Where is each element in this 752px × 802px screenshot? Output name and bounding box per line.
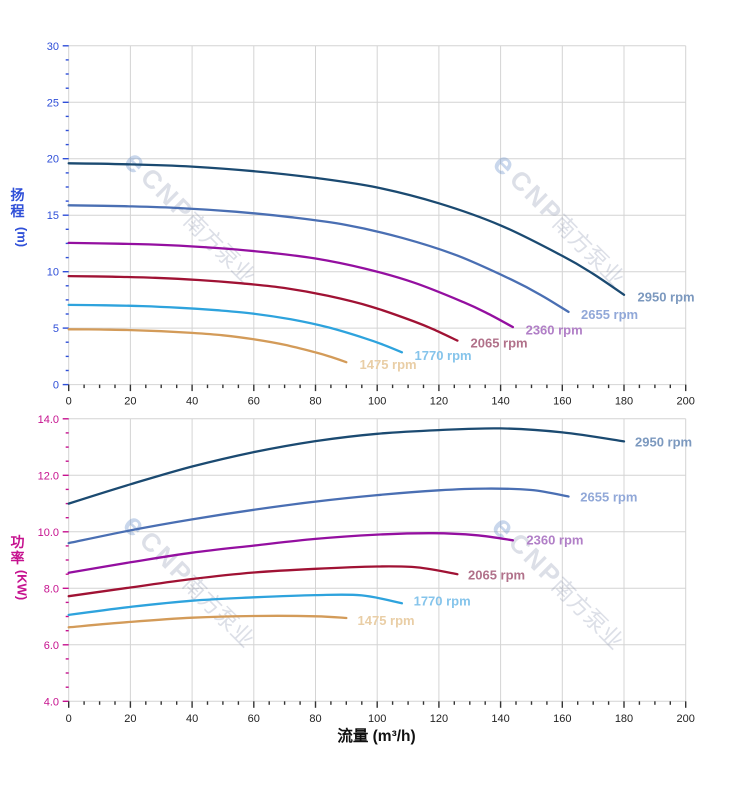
svg-text:4.0: 4.0 [44,696,59,708]
svg-text:2065 rpm: 2065 rpm [468,568,525,583]
svg-text:100: 100 [368,713,386,725]
svg-text:180: 180 [615,713,633,725]
svg-text:20: 20 [47,154,59,166]
svg-text:160: 160 [553,396,571,408]
svg-text:0: 0 [53,380,59,392]
svg-text:120: 120 [430,713,448,725]
svg-text:10: 10 [47,267,59,279]
svg-text:2360 rpm: 2360 rpm [526,533,583,548]
svg-text:20: 20 [124,396,136,408]
svg-text:25: 25 [47,97,59,109]
svg-text:40: 40 [186,396,198,408]
svg-text:2655 rpm: 2655 rpm [580,490,637,505]
svg-text:1770 rpm: 1770 rpm [414,594,471,609]
svg-text:1770 rpm: 1770 rpm [415,348,472,363]
svg-text:程: 程 [11,203,25,219]
svg-text:扬: 扬 [11,187,25,203]
svg-text:80: 80 [309,396,321,408]
svg-text:2360 rpm: 2360 rpm [526,323,583,338]
svg-text:100: 100 [368,396,386,408]
svg-text:1475 rpm: 1475 rpm [358,613,415,628]
svg-text:2655 rpm: 2655 rpm [581,307,638,322]
svg-text:15: 15 [47,210,59,222]
svg-text:6.0: 6.0 [44,640,59,652]
svg-text:5: 5 [53,323,59,335]
svg-text:200: 200 [677,396,695,408]
svg-text:60: 60 [248,713,260,725]
svg-text:(KW): (KW) [15,570,30,600]
svg-text:180: 180 [615,396,633,408]
svg-text:140: 140 [491,713,509,725]
svg-text:功: 功 [11,534,25,550]
svg-text:2950 rpm: 2950 rpm [635,435,692,450]
svg-text:流量 (m³/h): 流量 (m³/h) [337,726,415,745]
svg-text:140: 140 [491,396,509,408]
svg-text:10.0: 10.0 [38,527,59,539]
svg-text:160: 160 [553,713,571,725]
svg-text:(m): (m) [15,227,30,247]
svg-text:14.0: 14.0 [38,414,59,426]
svg-text:30: 30 [47,41,59,53]
svg-text:率: 率 [11,550,25,566]
svg-text:8.0: 8.0 [44,583,59,595]
svg-text:1475 rpm: 1475 rpm [360,357,417,372]
svg-text:120: 120 [430,396,448,408]
svg-text:80: 80 [309,713,321,725]
svg-text:12.0: 12.0 [38,470,59,482]
svg-text:60: 60 [248,396,260,408]
svg-text:2065 rpm: 2065 rpm [471,336,528,351]
svg-text:40: 40 [186,713,198,725]
svg-text:200: 200 [677,713,695,725]
svg-text:20: 20 [124,713,136,725]
svg-text:2950 rpm: 2950 rpm [638,290,695,305]
svg-text:0: 0 [66,396,72,408]
svg-text:0: 0 [66,713,72,725]
